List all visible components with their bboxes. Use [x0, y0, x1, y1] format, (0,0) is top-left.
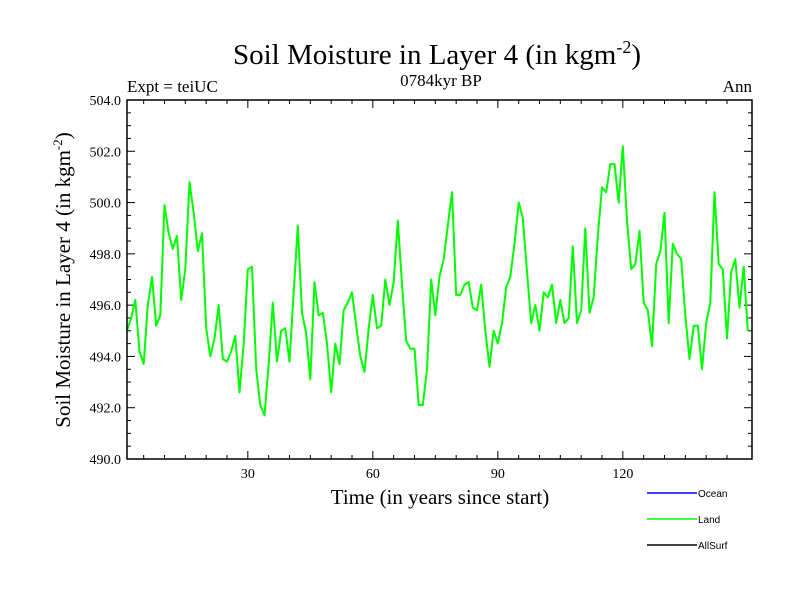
chart-subtitle: 0784kyr BP — [400, 71, 482, 90]
x-tick-label: 120 — [612, 467, 633, 482]
y-tick-label: 504.0 — [90, 94, 122, 109]
plot-lines — [126, 145, 749, 417]
y-tick-label: 496.0 — [90, 299, 122, 314]
legend-label-ocean: Ocean — [698, 489, 727, 500]
y-axis-label: Soil Moisture in Layer 4 (in kgm-2) — [50, 132, 75, 427]
plot-frame — [126, 99, 753, 460]
chart-title: Soil Moisture in Layer 4 (in kgm-2) — [233, 37, 641, 71]
y-tick-label: 500.0 — [90, 197, 122, 212]
y-tick-label: 494.0 — [90, 350, 122, 365]
legend-label-allsurf: AllSurf — [698, 541, 728, 552]
y-tick-label: 492.0 — [90, 402, 122, 417]
series-line-land — [126, 145, 749, 417]
legend: Ocean Land AllSurf — [647, 489, 728, 552]
x-tick-label: 60 — [366, 467, 380, 482]
legend-label-land: Land — [698, 515, 720, 526]
experiment-label: Expt = teiUC — [127, 77, 218, 96]
x-tick-label: 90 — [491, 467, 505, 482]
y-tick-label: 498.0 — [90, 248, 122, 263]
y-tick-label: 490.0 — [90, 453, 122, 468]
x-axis-label: Time (in years since start) — [331, 485, 550, 509]
axis-ticks: 490.0 492.0 494.0 496.0 498.0 500.0 502.0 504.0… — [90, 94, 752, 482]
season-label: Ann — [723, 77, 753, 96]
x-tick-label: 30 — [241, 467, 255, 482]
y-tick-label: 502.0 — [90, 145, 122, 160]
